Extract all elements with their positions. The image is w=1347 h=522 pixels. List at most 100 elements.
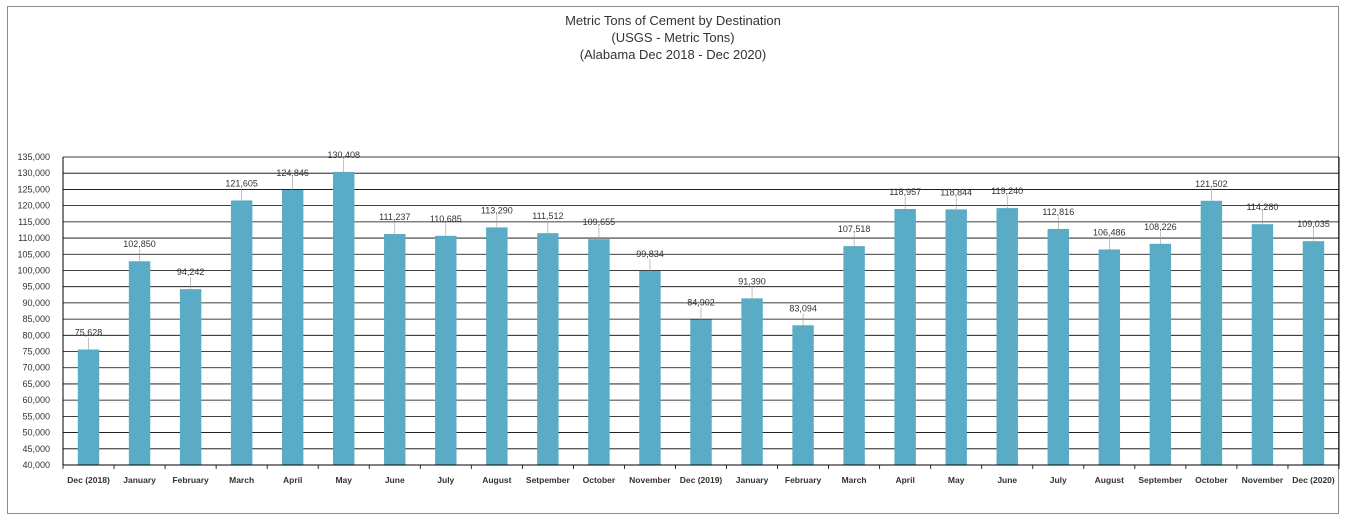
bar [128,261,151,465]
bar [230,200,253,466]
x-tick-label: May [335,475,352,485]
y-axis-labels: 40,000 45,000 50,000 55,000 60,000 65,000 70,0… [17,152,50,470]
bar [690,319,712,465]
bar [996,208,1018,465]
y-tick-label: 90,000 [22,298,50,308]
y-tick-label: 115,000 [18,217,50,227]
y-tick-label: 40,000 [22,460,50,470]
x-tick-label: July [1050,475,1067,485]
data-label: 111,512 [532,211,563,221]
data-label: 102,850 [123,239,156,249]
bar [1200,200,1223,465]
y-tick-label: 70,000 [22,363,50,373]
x-tick-label: August [1095,475,1124,485]
y-tick-label: 65,000 [22,379,50,389]
data-label: 113,290 [481,205,513,215]
x-tick-label: November [629,475,671,485]
x-tick-label: October [583,475,616,485]
y-tick-label: 95,000 [22,282,50,292]
bar [537,233,559,465]
bar [333,171,355,465]
bar [741,298,763,465]
bar [1251,224,1274,465]
data-label: 121,605 [225,178,258,188]
x-tick-label: May [948,475,965,485]
bar [1149,243,1172,465]
y-tick-label: 45,000 [22,444,50,454]
data-label: 110,685 [430,214,462,224]
bar [945,209,967,465]
y-tick-label: 105,000 [17,249,50,259]
chart-title: Metric Tons of Cement by Destination [565,13,781,28]
x-tick-label: Dec (2019) [680,475,723,485]
data-label: 119,240 [991,186,1023,196]
y-tick-label: 85,000 [22,314,50,324]
data-label: 107,518 [838,224,871,234]
x-tick-label: August [482,475,511,485]
bar [77,349,100,465]
x-axis-labels: Dec (2018) January February March April May Ju… [67,475,1335,485]
y-tick-label: 75,000 [22,347,50,357]
y-tick-label: 55,000 [22,411,50,421]
bars [77,171,1325,466]
y-tick-label: 50,000 [22,428,50,438]
data-label: 118,844 [940,187,972,197]
x-tick-label: Dec (2020) [1292,475,1335,485]
data-label: 84,902 [687,297,715,307]
x-tick-label: January [123,475,156,485]
bar [588,239,610,465]
data-label: 118,957 [889,187,921,197]
data-label: 124,846 [276,168,309,178]
x-tick-label: September [1138,475,1183,485]
x-tick-label: April [283,475,302,485]
data-labels: 75,628 102,850 94,242 121,605 124,846 130,408… [75,150,1330,338]
x-tick-label: June [997,475,1017,485]
bar [792,325,814,465]
y-tick-label: 60,000 [22,395,50,405]
label-leader-lines [88,159,1314,350]
data-label: 112,816 [1042,207,1074,217]
data-label: 109,655 [583,217,616,227]
x-tick-label: February [785,475,822,485]
chart-subtitle: (USGS - Metric Tons) [611,30,735,45]
data-label: 108,226 [1144,222,1177,232]
x-tick-label: March [842,475,867,485]
data-label: 91,390 [738,276,766,286]
bar [486,227,508,465]
bar [639,271,661,465]
data-label: 114,280 [1247,202,1279,212]
data-label: 121,502 [1195,179,1228,189]
y-tick-label: 100,000 [17,265,50,275]
y-tick-label: 80,000 [22,330,50,340]
axes [62,157,1340,469]
data-label: 94,242 [177,267,205,277]
data-label: 106,486 [1093,227,1126,237]
y-tick-label: 110,000 [18,233,50,243]
data-label: 130,408 [327,150,360,160]
x-tick-label: February [172,475,209,485]
bar [435,235,457,465]
y-tick-label: 125,000 [17,184,50,194]
chart-subtitle-range: (Alabama Dec 2018 - Dec 2020) [579,47,767,62]
y-tick-label: 120,000 [17,201,50,211]
bar [179,289,202,465]
x-tick-label: July [437,475,454,485]
x-tick-label: October [1195,475,1228,485]
data-label: 111,237 [379,212,410,222]
y-tick-label: 130,000 [17,168,50,178]
data-label: 75,628 [75,327,103,337]
data-label: 83,094 [789,303,817,313]
data-label: 109,035 [1297,219,1330,229]
x-tick-label: January [736,475,769,485]
x-tick-label: June [385,475,405,485]
x-tick-label: April [895,475,914,485]
bar [281,189,304,465]
x-tick-label: Setpember [526,475,571,485]
chart-titles: Metric Tons of Cement by Destination (US… [7,12,1339,63]
data-label: 99,834 [636,249,664,259]
x-tick-label: March [229,475,254,485]
y-tick-label: 135,000 [17,152,50,162]
x-tick-label: November [1242,475,1284,485]
bar [894,209,916,465]
